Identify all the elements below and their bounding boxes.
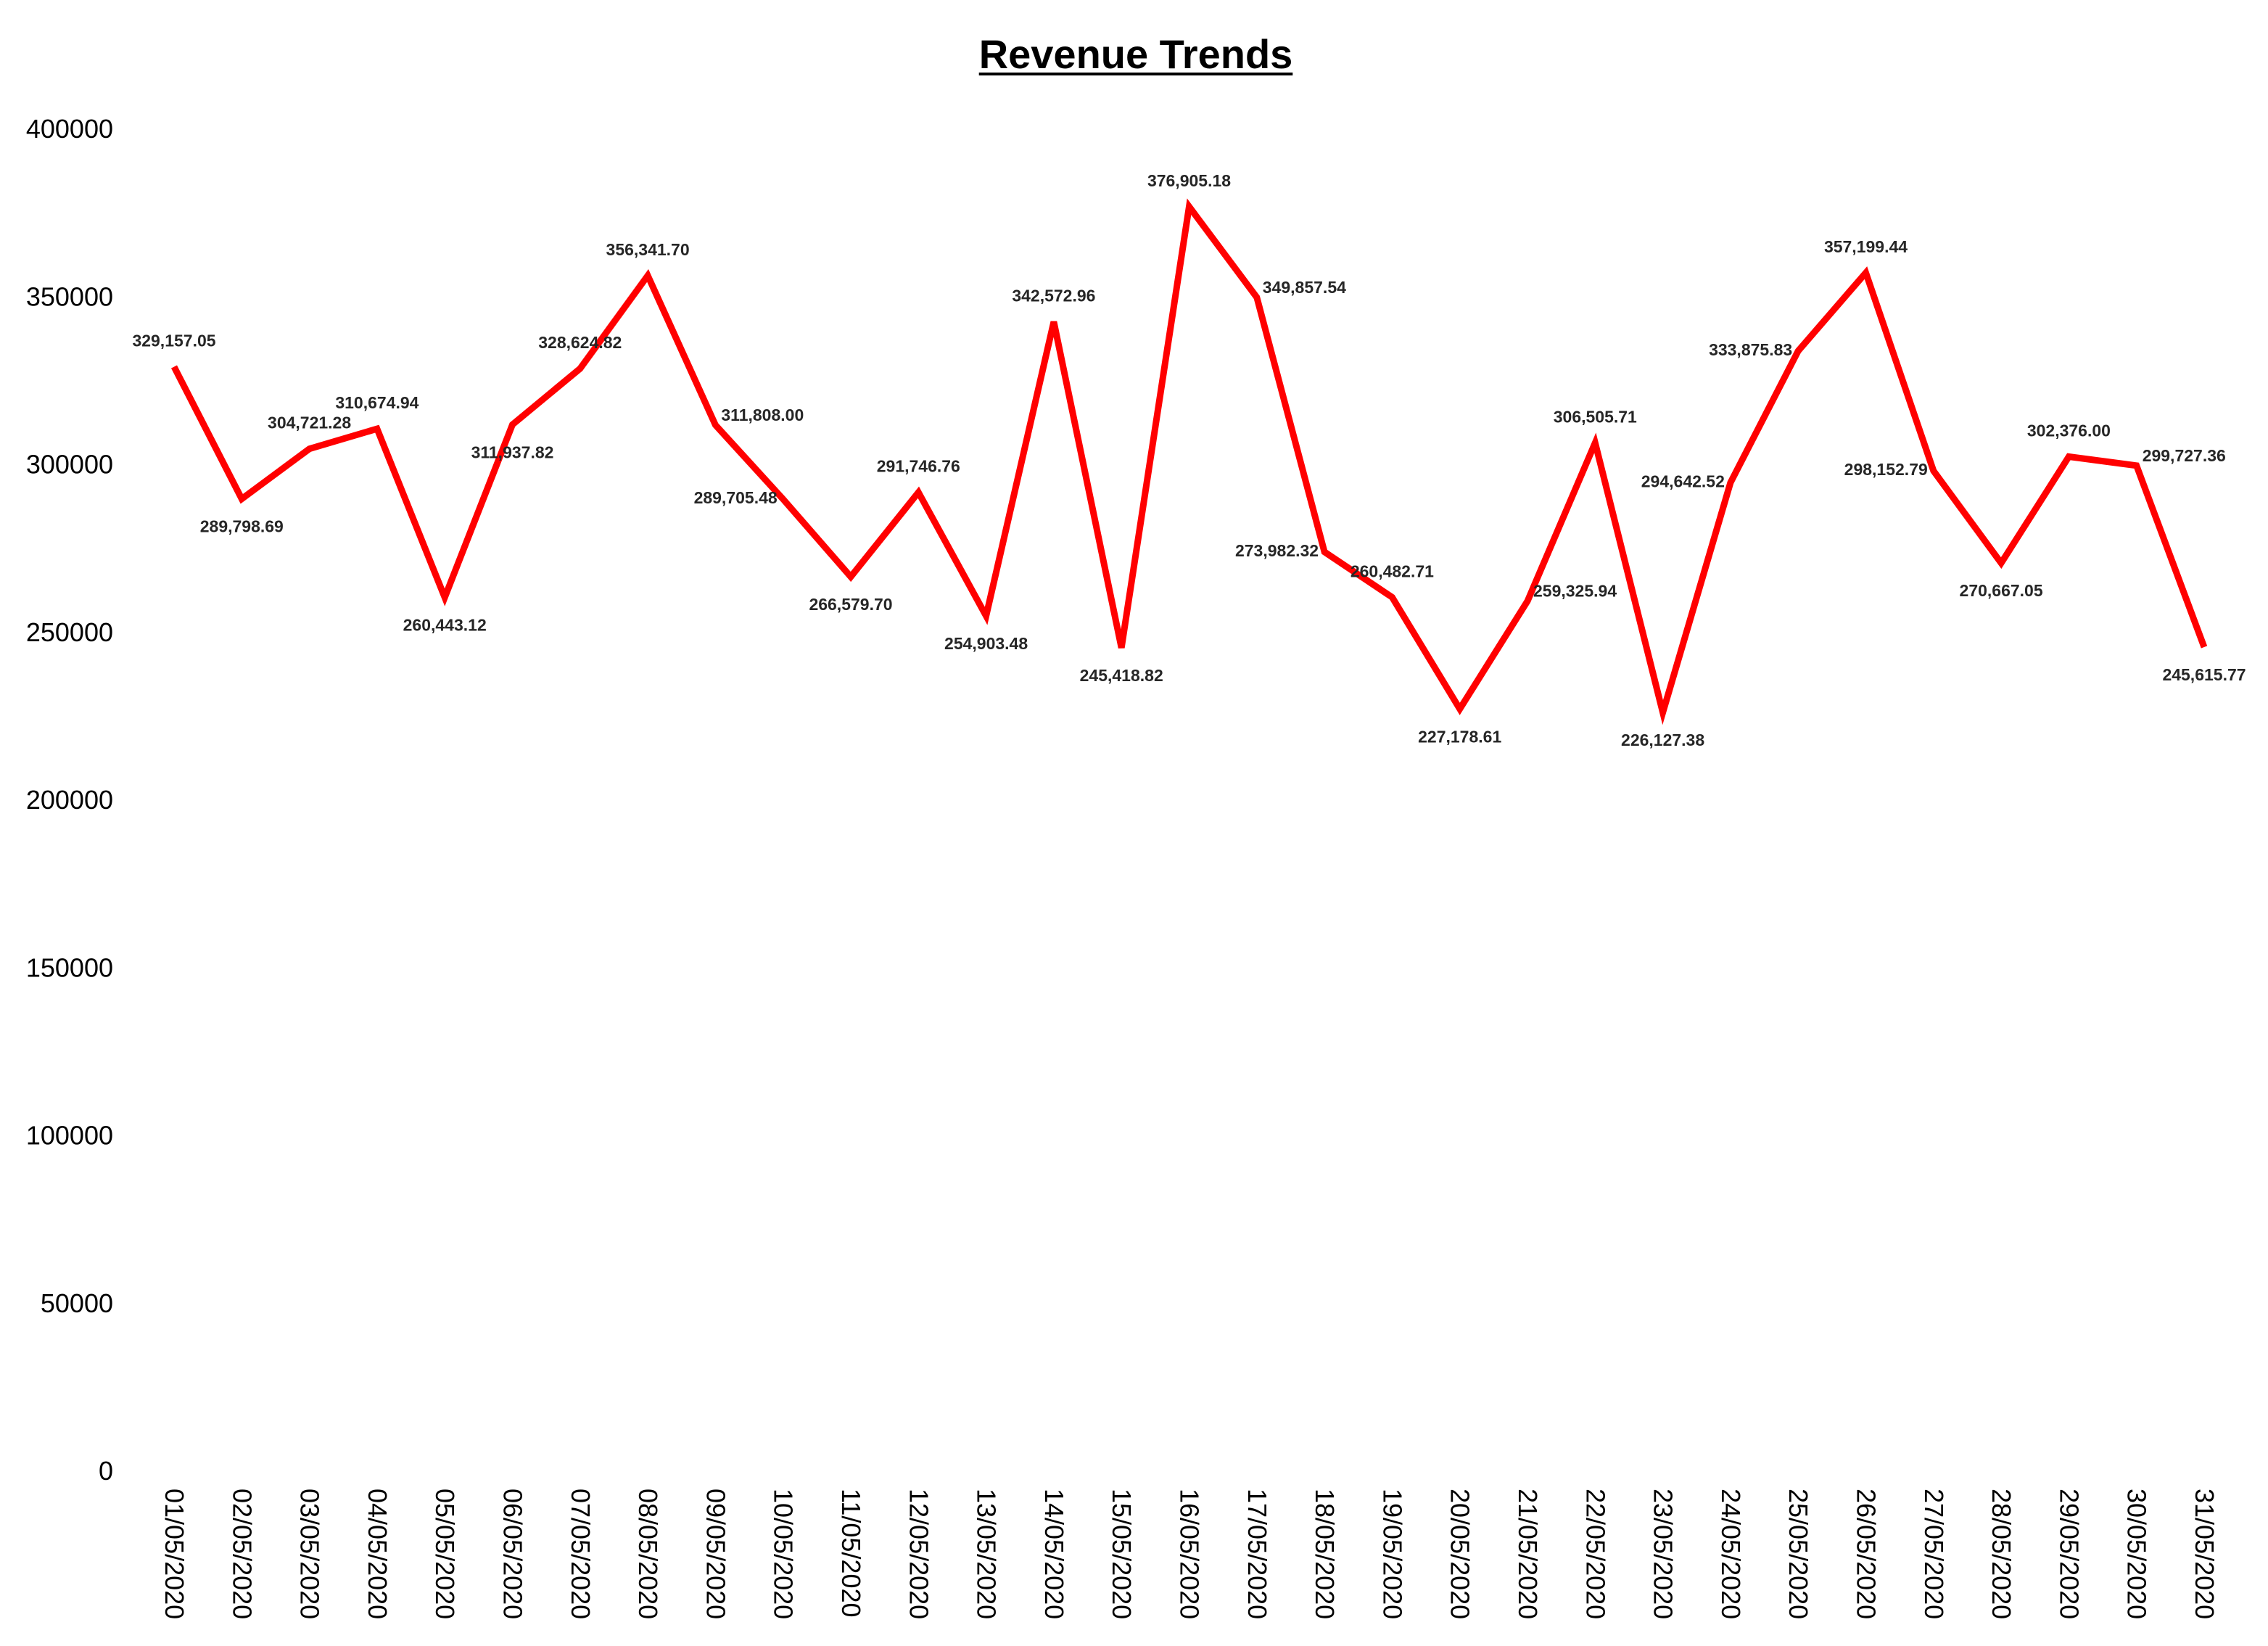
y-axis: 0 50000 100000 150000 200000 250000 300000 3500…	[26, 114, 113, 1486]
data-label: 260,443.12	[403, 615, 487, 634]
data-label: 311,808.00	[721, 406, 804, 424]
x-tick-label: 06/05/2020	[498, 1489, 528, 1619]
data-label: 260,482.71	[1351, 561, 1434, 580]
data-label: 357,199.44	[1824, 237, 1908, 256]
x-tick-label: 05/05/2020	[430, 1489, 460, 1619]
y-tick-label: 200000	[26, 785, 113, 815]
x-tick-label: 13/05/2020	[972, 1489, 1002, 1619]
y-tick-label: 300000	[26, 450, 113, 480]
data-label: 291,746.76	[877, 457, 960, 476]
x-tick-label: 29/05/2020	[2054, 1489, 2084, 1619]
x-tick-label: 01/05/2020	[160, 1489, 189, 1619]
data-label: 329,157.05	[132, 332, 215, 350]
x-tick-label: 04/05/2020	[363, 1489, 392, 1619]
chart-title: Revenue Trends	[979, 31, 1293, 77]
x-tick-label: 27/05/2020	[1919, 1489, 1949, 1619]
x-tick-label: 11/05/2020	[836, 1489, 866, 1618]
data-label: 298,152.79	[1844, 460, 1928, 479]
data-label: 226,127.38	[1621, 731, 1704, 749]
x-tick-label: 18/05/2020	[1310, 1489, 1340, 1619]
data-label: 349,857.54	[1263, 278, 1346, 297]
data-label: 254,903.48	[944, 634, 1028, 653]
x-tick-label: 09/05/2020	[701, 1489, 730, 1619]
y-tick-label: 400000	[26, 114, 113, 144]
data-label: 245,615.77	[2162, 665, 2246, 684]
data-label: 245,418.82	[1080, 666, 1163, 685]
x-tick-label: 16/05/2020	[1175, 1489, 1205, 1619]
x-tick-label: 28/05/2020	[1987, 1489, 2016, 1619]
x-axis: 01/05/2020 02/05/2020 03/05/2020 04/05/2020…	[160, 1489, 2219, 1619]
data-label: 302,376.00	[2027, 421, 2111, 440]
x-tick-label: 22/05/2020	[1580, 1489, 1610, 1619]
data-label: 270,667.05	[1960, 581, 2043, 600]
x-tick-label: 03/05/2020	[295, 1489, 325, 1619]
data-label: 304,721.28	[268, 413, 351, 432]
data-label: 306,505.71	[1554, 407, 1637, 426]
y-tick-label: 50000	[41, 1288, 113, 1318]
y-tick-label: 350000	[26, 281, 113, 311]
x-tick-label: 08/05/2020	[633, 1489, 663, 1619]
x-tick-label: 02/05/2020	[227, 1489, 257, 1619]
data-label: 310,674.94	[335, 393, 418, 412]
x-tick-label: 20/05/2020	[1446, 1489, 1475, 1619]
data-label: 289,798.69	[200, 517, 284, 536]
series-line	[170, 198, 2208, 725]
x-tick-label: 17/05/2020	[1242, 1489, 1272, 1619]
x-tick-label: 19/05/2020	[1377, 1489, 1407, 1619]
x-tick-label: 30/05/2020	[2122, 1489, 2152, 1619]
x-tick-label: 14/05/2020	[1039, 1489, 1069, 1619]
y-tick-label: 100000	[26, 1121, 113, 1151]
data-labels: 329,157.05 289,798.69 304,721.28310,674.94…	[132, 171, 2246, 749]
data-label: 333,875.83	[1709, 340, 1792, 359]
data-label: 289,705.48	[694, 488, 778, 507]
data-label: 328,624.82	[538, 333, 622, 352]
y-tick-label: 250000	[26, 617, 113, 647]
data-label: 266,579.70	[809, 595, 892, 614]
data-label: 356,341.70	[606, 240, 690, 259]
data-label: 227,178.61	[1418, 727, 1501, 746]
data-label: 376,905.18	[1147, 171, 1231, 190]
x-tick-label: 24/05/2020	[1716, 1489, 1746, 1619]
y-tick-label: 150000	[26, 952, 113, 982]
series-revenue	[170, 198, 2208, 725]
data-label: 294,642.52	[1641, 472, 1725, 490]
x-tick-label: 10/05/2020	[769, 1489, 799, 1619]
x-tick-label: 25/05/2020	[1784, 1489, 1813, 1619]
chart-title-group: Revenue Trends	[978, 31, 1293, 77]
x-tick-label: 31/05/2020	[2190, 1489, 2219, 1619]
data-label: 299,727.36	[2143, 446, 2226, 465]
data-label: 273,982.32	[1235, 541, 1319, 560]
x-tick-label: 23/05/2020	[1649, 1489, 1678, 1619]
x-tick-label: 26/05/2020	[1852, 1489, 1881, 1619]
x-tick-label: 07/05/2020	[566, 1489, 595, 1619]
data-label: 259,325.94	[1533, 582, 1617, 601]
y-tick-label: 0	[99, 1456, 113, 1486]
data-label: 311,937.82	[471, 443, 554, 461]
data-label: 342,572.96	[1012, 287, 1095, 305]
x-tick-label: 15/05/2020	[1107, 1489, 1137, 1619]
x-tick-label: 12/05/2020	[904, 1489, 933, 1619]
x-tick-label: 21/05/2020	[1513, 1489, 1543, 1619]
